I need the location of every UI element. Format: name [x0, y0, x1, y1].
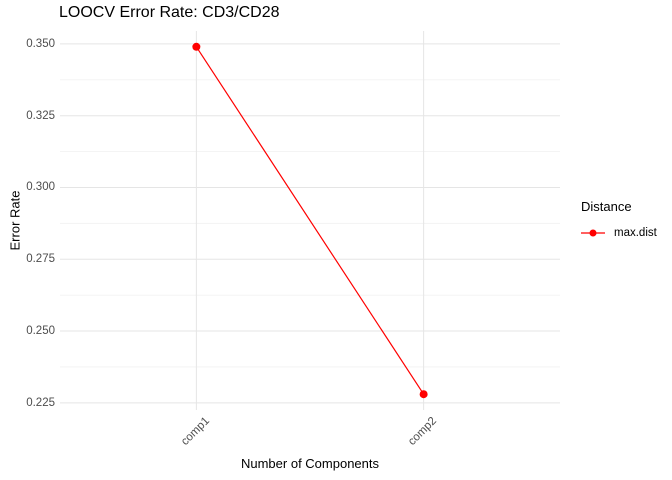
y-tick-label: 0.250	[26, 325, 55, 338]
plot-canvas	[60, 31, 560, 410]
x-axis-title: Number of Components	[240, 456, 379, 471]
chart-title: LOOCV Error Rate: CD3/CD28	[59, 4, 280, 21]
legend-items: max.dist	[581, 226, 657, 240]
series-line	[195, 46, 425, 395]
y-tick-label: 0.325	[26, 109, 55, 122]
x-tick-label: comp1	[178, 415, 212, 448]
legend-item-label: max.dist	[614, 227, 657, 239]
legend-item: max.dist	[581, 226, 657, 240]
legend: Distance max.dist	[581, 199, 657, 240]
x-tick-label: comp2	[406, 415, 440, 448]
y-axis-title: Error Rate	[7, 190, 23, 251]
y-tick-label: 0.350	[26, 37, 55, 50]
data-point-comp1	[192, 42, 201, 51]
y-tick-label: 0.275	[26, 253, 55, 266]
data-point-comp2	[419, 390, 428, 399]
y-tick-label: 0.300	[26, 181, 55, 194]
plot-panel	[60, 31, 560, 410]
legend-key-line-point-icon	[581, 229, 605, 237]
legend-title: Distance	[581, 199, 632, 214]
y-tick-label: 0.225	[26, 396, 55, 409]
